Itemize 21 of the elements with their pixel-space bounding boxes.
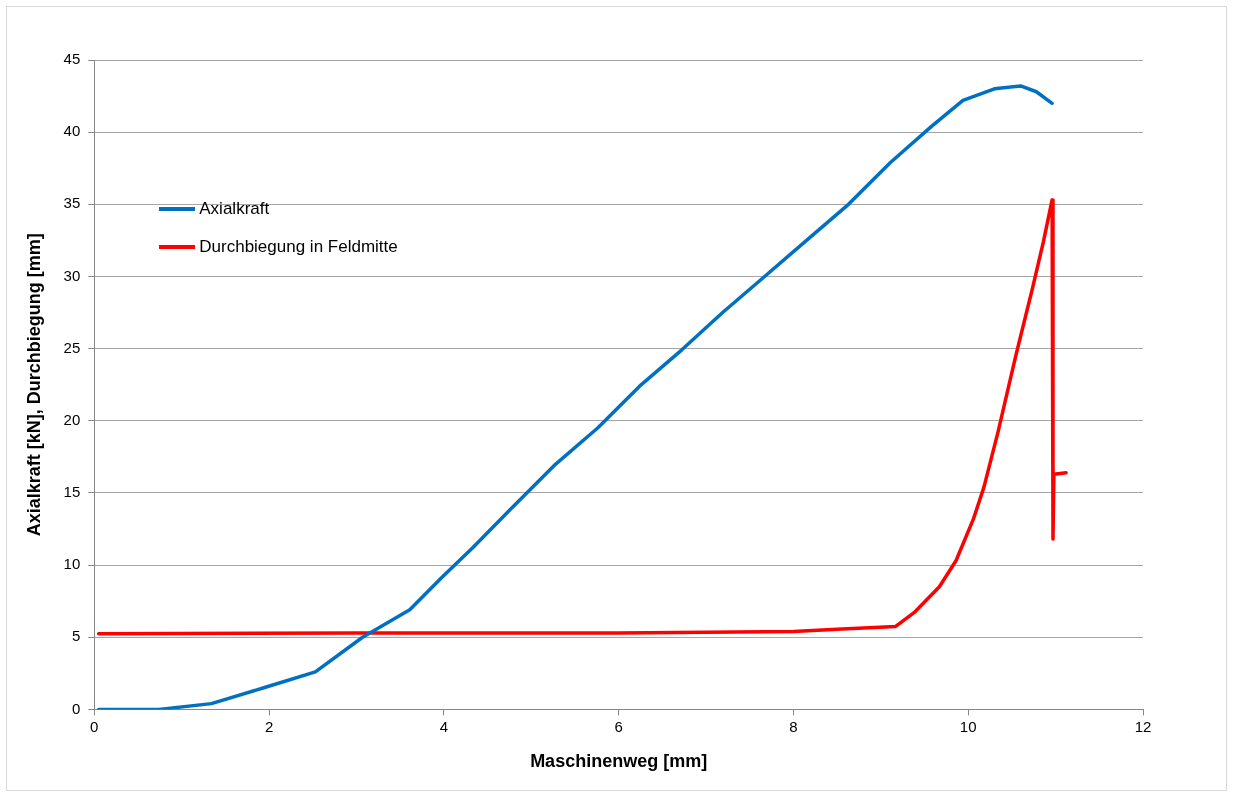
y-tick-label: 5 — [71, 627, 81, 645]
legend-label: Durchbiegung in Feldmitte — [199, 237, 398, 257]
y-tick-label: 25 — [63, 338, 81, 356]
y-tick-label: 30 — [63, 266, 81, 284]
y-tick-label: 20 — [63, 410, 81, 428]
x-axis-title: Maschinenweg [mm] — [530, 751, 708, 772]
x-tick-label: 4 — [439, 717, 449, 735]
x-tick-label: 0 — [90, 717, 99, 735]
y-tick-label: 15 — [63, 483, 81, 501]
y-tick-label: 40 — [63, 122, 81, 140]
legend-label: Axialkraft — [199, 199, 270, 219]
y-tick-label: 0 — [71, 699, 81, 717]
y-tick-label: 10 — [63, 555, 81, 573]
x-tick-label: 12 — [1134, 717, 1152, 735]
y-tick-label: 35 — [63, 194, 81, 212]
y-axis-title: Axialkraft [kN], Durchbiegung [mm] — [23, 233, 44, 537]
x-tick-label: 10 — [959, 717, 977, 735]
y-tick-label: 45 — [63, 50, 81, 68]
x-tick-label: 6 — [614, 717, 623, 735]
x-tick-label: 2 — [264, 717, 274, 735]
x-tick-label: 8 — [789, 717, 798, 735]
